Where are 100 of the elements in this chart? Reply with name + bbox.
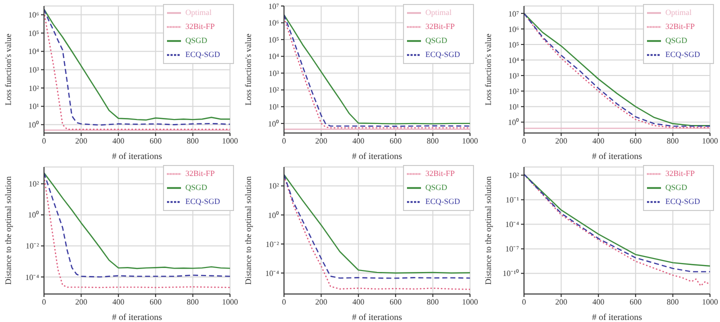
x-tick-label: 600 [630,298,642,307]
x-tick-label: 1000 [222,298,238,307]
y-tick-label: 10⁻¹⁰ [502,269,519,278]
x-tick-label: 800 [426,136,439,146]
y-tick-label: 10⁻⁴ [505,220,520,230]
x-tick-label: 800 [186,136,199,146]
y-tick-label: 10¹ [28,102,40,112]
legend-label: ECQ-SGD [185,196,220,206]
x-tick-label: 0 [42,298,46,307]
x-axis-title: # of iterations [592,151,642,161]
y-tick-label: 10⁶ [508,24,520,34]
y-tick-label: 10² [28,180,40,189]
y-tick-label: 10³ [508,71,520,80]
x-tick-label: 400 [592,298,604,307]
x-tick-label: 1000 [222,136,238,146]
y-tick-label: 10⁰ [28,210,39,220]
legend-label: 32Bit-FP [665,22,695,31]
x-tick-label: 0 [522,136,526,146]
y-tick-label: 10⁵ [508,40,520,50]
x-axis-title: # of iterations [592,312,642,322]
legend-label: QSGD [185,182,208,192]
legend-label: 32Bit-FP [185,168,215,178]
x-tick-label: 200 [75,298,88,307]
x-tick-label: 400 [352,298,364,307]
x-tick-label: 0 [282,136,286,146]
legend-label: Optimal [425,8,452,17]
y-tick-label: 10⁷ [268,2,280,11]
y-tick-label: 10⁴ [28,47,40,56]
legend-label: QSGD [425,36,448,45]
x-tick-label: 200 [315,136,328,146]
y-axis-title: Loss function's value [3,33,14,106]
x-tick-label: 400 [352,136,364,146]
x-tick-label: 800 [666,298,679,307]
y-tick-label: 10⁵ [268,35,280,44]
y-axis-title: Distance to the optimal solution [243,175,254,285]
legend-label: QSGD [185,36,208,45]
y-tick-label: 10⁻⁷ [505,244,520,254]
y-tick-label: 10² [268,182,280,191]
y-tick-label: 10⁻¹ [506,196,520,205]
y-tick-label: 10⁰ [508,118,519,127]
x-tick-label: 600 [150,136,162,146]
y-tick-label: 10⁴ [508,56,520,65]
x-tick-label: 1000 [702,136,718,146]
legend-label: QSGD [425,182,448,192]
y-tick-label: 10⁵ [28,28,40,38]
y-tick-label: 10⁰ [28,120,39,130]
x-tick-label: 600 [390,298,402,307]
legend-label: QSGD [665,36,688,45]
y-tick-label: 10² [508,86,520,96]
x-tick-label: 800 [666,136,679,146]
x-axis-title: # of iterations [112,312,162,322]
x-tick-label: 400 [592,136,604,146]
x-tick-label: 200 [315,298,328,307]
y-tick-label: 10³ [268,68,280,78]
x-tick-label: 0 [282,298,286,307]
x-axis-title: # of iterations [112,151,162,161]
y-axis-title: Distance to the optimal solution [483,175,494,285]
x-tick-label: 600 [630,136,642,146]
x-tick-label: 200 [555,298,568,307]
y-tick-label: 10⁻² [26,242,40,251]
x-tick-label: 1000 [462,298,478,307]
x-tick-label: 200 [75,136,88,146]
y-tick-label: 10¹ [508,102,520,112]
y-tick-label: 10⁴ [268,52,280,62]
y-tick-label: 10⁻² [266,240,280,249]
legend-label: 32Bit-FP [185,22,215,31]
x-axis-title: # of iterations [352,312,402,322]
legend-label: 32Bit-FP [425,22,455,31]
y-tick-label: 10³ [28,66,40,75]
legend-label: Optimal [185,8,212,17]
x-tick-label: 0 [522,298,526,307]
y-tick-label: 10⁰ [268,210,279,220]
x-tick-label: 200 [555,136,568,146]
legend-label: ECQ-SGD [665,196,700,206]
y-axis-title: Loss function's value [483,33,494,106]
legend-label: ECQ-SGD [185,50,220,59]
x-tick-label: 600 [390,136,402,146]
x-tick-label: 600 [150,298,162,307]
legend-label: Optimal [665,8,692,17]
x-tick-label: 800 [426,298,439,307]
x-tick-label: 800 [186,298,199,307]
y-axis-title: Loss function's value [243,33,254,106]
y-axis-title: Distance to the optimal solution [3,175,14,285]
x-tick-label: 0 [42,136,46,146]
x-tick-label: 1000 [462,136,478,146]
y-tick-label: 10⁻⁴ [265,268,280,278]
x-tick-label: 1000 [702,298,718,307]
y-tick-label: 10² [508,171,520,180]
legend-label: ECQ-SGD [665,50,700,59]
x-axis-title: # of iterations [352,151,402,161]
x-tick-label: 400 [112,298,124,307]
y-tick-label: 10⁰ [268,119,279,128]
y-tick-label: 10² [28,84,40,93]
y-tick-label: 10² [268,86,280,95]
legend-label: ECQ-SGD [425,196,460,206]
y-tick-label: 10⁷ [508,9,520,18]
legend-label: 32Bit-FP [665,168,695,178]
y-tick-label: 10⁻⁴ [25,272,40,282]
legend-label: ECQ-SGD [425,50,460,59]
y-tick-label: 10⁶ [28,10,40,20]
